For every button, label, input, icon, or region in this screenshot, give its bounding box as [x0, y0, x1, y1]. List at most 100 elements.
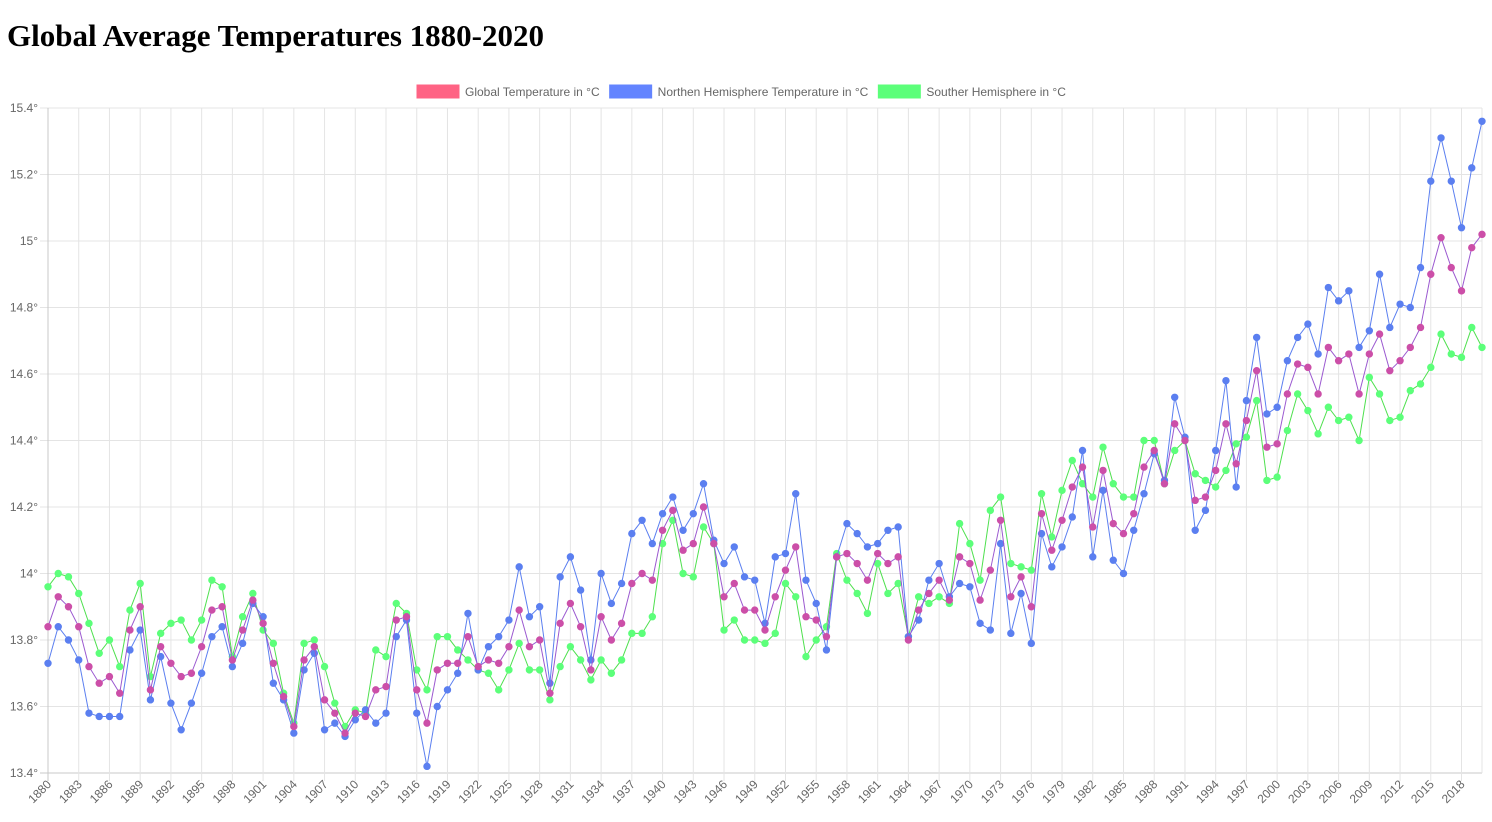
data-point	[1017, 573, 1025, 581]
data-point	[443, 686, 452, 694]
legend-swatch	[609, 84, 653, 99]
data-point	[976, 576, 984, 584]
data-point	[761, 626, 769, 634]
data-point	[1293, 333, 1302, 342]
data-point	[105, 712, 114, 721]
data-point	[1447, 263, 1455, 272]
data-point	[382, 682, 390, 691]
data-point	[648, 539, 657, 548]
data-point	[64, 636, 73, 644]
data-point	[576, 656, 585, 664]
data-point	[628, 629, 636, 638]
data-point	[1007, 629, 1015, 638]
legend-item-3[interactable]: Souther Hemisphere in °C	[877, 84, 1066, 99]
data-point	[1437, 134, 1445, 142]
data-point	[1109, 519, 1117, 528]
data-point	[792, 543, 800, 551]
data-point	[167, 619, 175, 628]
data-point	[1273, 403, 1281, 411]
data-point	[218, 603, 226, 611]
data-point	[914, 593, 923, 601]
data-point	[966, 583, 974, 591]
data-point	[976, 619, 984, 628]
chart-legend[interactable]: Global Temperature in °C Northen Hemisphe…	[416, 84, 1066, 99]
data-point	[740, 606, 749, 614]
data-point	[1345, 413, 1353, 421]
data-point	[505, 666, 513, 674]
data-point	[1089, 523, 1097, 531]
data-point	[290, 722, 298, 731]
chart-axes: 13.4° 13.6° 13.8° 14° 14.2° 14.4° 14.6° 14.8° 15…	[10, 101, 1468, 806]
data-point	[996, 493, 1005, 501]
data-point	[751, 606, 759, 614]
data-point	[525, 613, 534, 621]
data-point	[320, 696, 329, 704]
x-tick-label: 1892	[148, 777, 177, 806]
data-point	[1252, 396, 1261, 405]
legend-item-2[interactable]: Northen Hemisphere Temperature in °C	[609, 84, 869, 99]
data-point	[1355, 390, 1363, 398]
data-point	[1007, 559, 1015, 568]
data-point	[1437, 330, 1445, 338]
data-point	[1232, 483, 1240, 491]
data-point	[1068, 513, 1076, 521]
data-point	[843, 576, 851, 584]
data-point	[1130, 493, 1138, 501]
x-tick-label: 1928	[517, 777, 546, 806]
data-point	[720, 593, 728, 601]
data-point	[955, 519, 964, 528]
data-point	[494, 632, 503, 641]
data-point	[566, 553, 575, 561]
data-point	[484, 669, 493, 677]
data-point	[955, 553, 964, 561]
data-point	[1427, 177, 1435, 185]
y-tick-label: 14°	[20, 567, 38, 581]
data-point	[464, 632, 472, 641]
x-tick-label: 1904	[271, 777, 300, 806]
data-point	[1150, 436, 1158, 445]
data-point	[1345, 350, 1353, 358]
y-tick-label: 13.6°	[10, 700, 38, 714]
data-point	[720, 559, 728, 568]
data-point	[1365, 350, 1374, 358]
data-point	[1089, 553, 1097, 561]
x-tick-label: 1961	[855, 777, 884, 806]
data-point	[1478, 343, 1486, 352]
data-point	[1283, 357, 1292, 365]
data-point	[658, 509, 667, 518]
data-point	[648, 576, 657, 584]
data-point	[884, 589, 892, 598]
data-point	[597, 656, 605, 664]
data-point	[351, 709, 359, 717]
legend-item-1[interactable]: Global Temperature in °C	[416, 84, 600, 99]
data-point	[197, 616, 206, 624]
data-point	[525, 666, 534, 674]
data-point	[894, 523, 902, 531]
data-point	[607, 636, 616, 644]
data-point	[392, 599, 400, 608]
data-point	[689, 509, 697, 518]
data-point	[269, 659, 278, 667]
x-tick-label: 2006	[1316, 777, 1345, 806]
data-point	[85, 662, 93, 671]
x-tick-label: 1949	[732, 777, 761, 806]
data-point	[720, 626, 728, 634]
data-point	[576, 586, 585, 594]
data-point	[1211, 446, 1220, 455]
x-tick-label: 1958	[824, 777, 853, 806]
data-point	[955, 579, 964, 588]
data-point	[167, 699, 175, 707]
data-point	[167, 659, 175, 667]
data-point	[64, 603, 73, 611]
data-point	[1140, 436, 1148, 445]
data-point	[1345, 287, 1353, 295]
data-point	[156, 629, 165, 638]
data-point	[1375, 330, 1384, 338]
data-point	[259, 619, 267, 628]
x-tick-label: 2015	[1408, 777, 1437, 806]
data-point	[1314, 390, 1322, 398]
data-point	[853, 589, 861, 598]
data-point	[1222, 420, 1230, 428]
data-point	[372, 686, 380, 694]
data-point	[535, 666, 544, 674]
